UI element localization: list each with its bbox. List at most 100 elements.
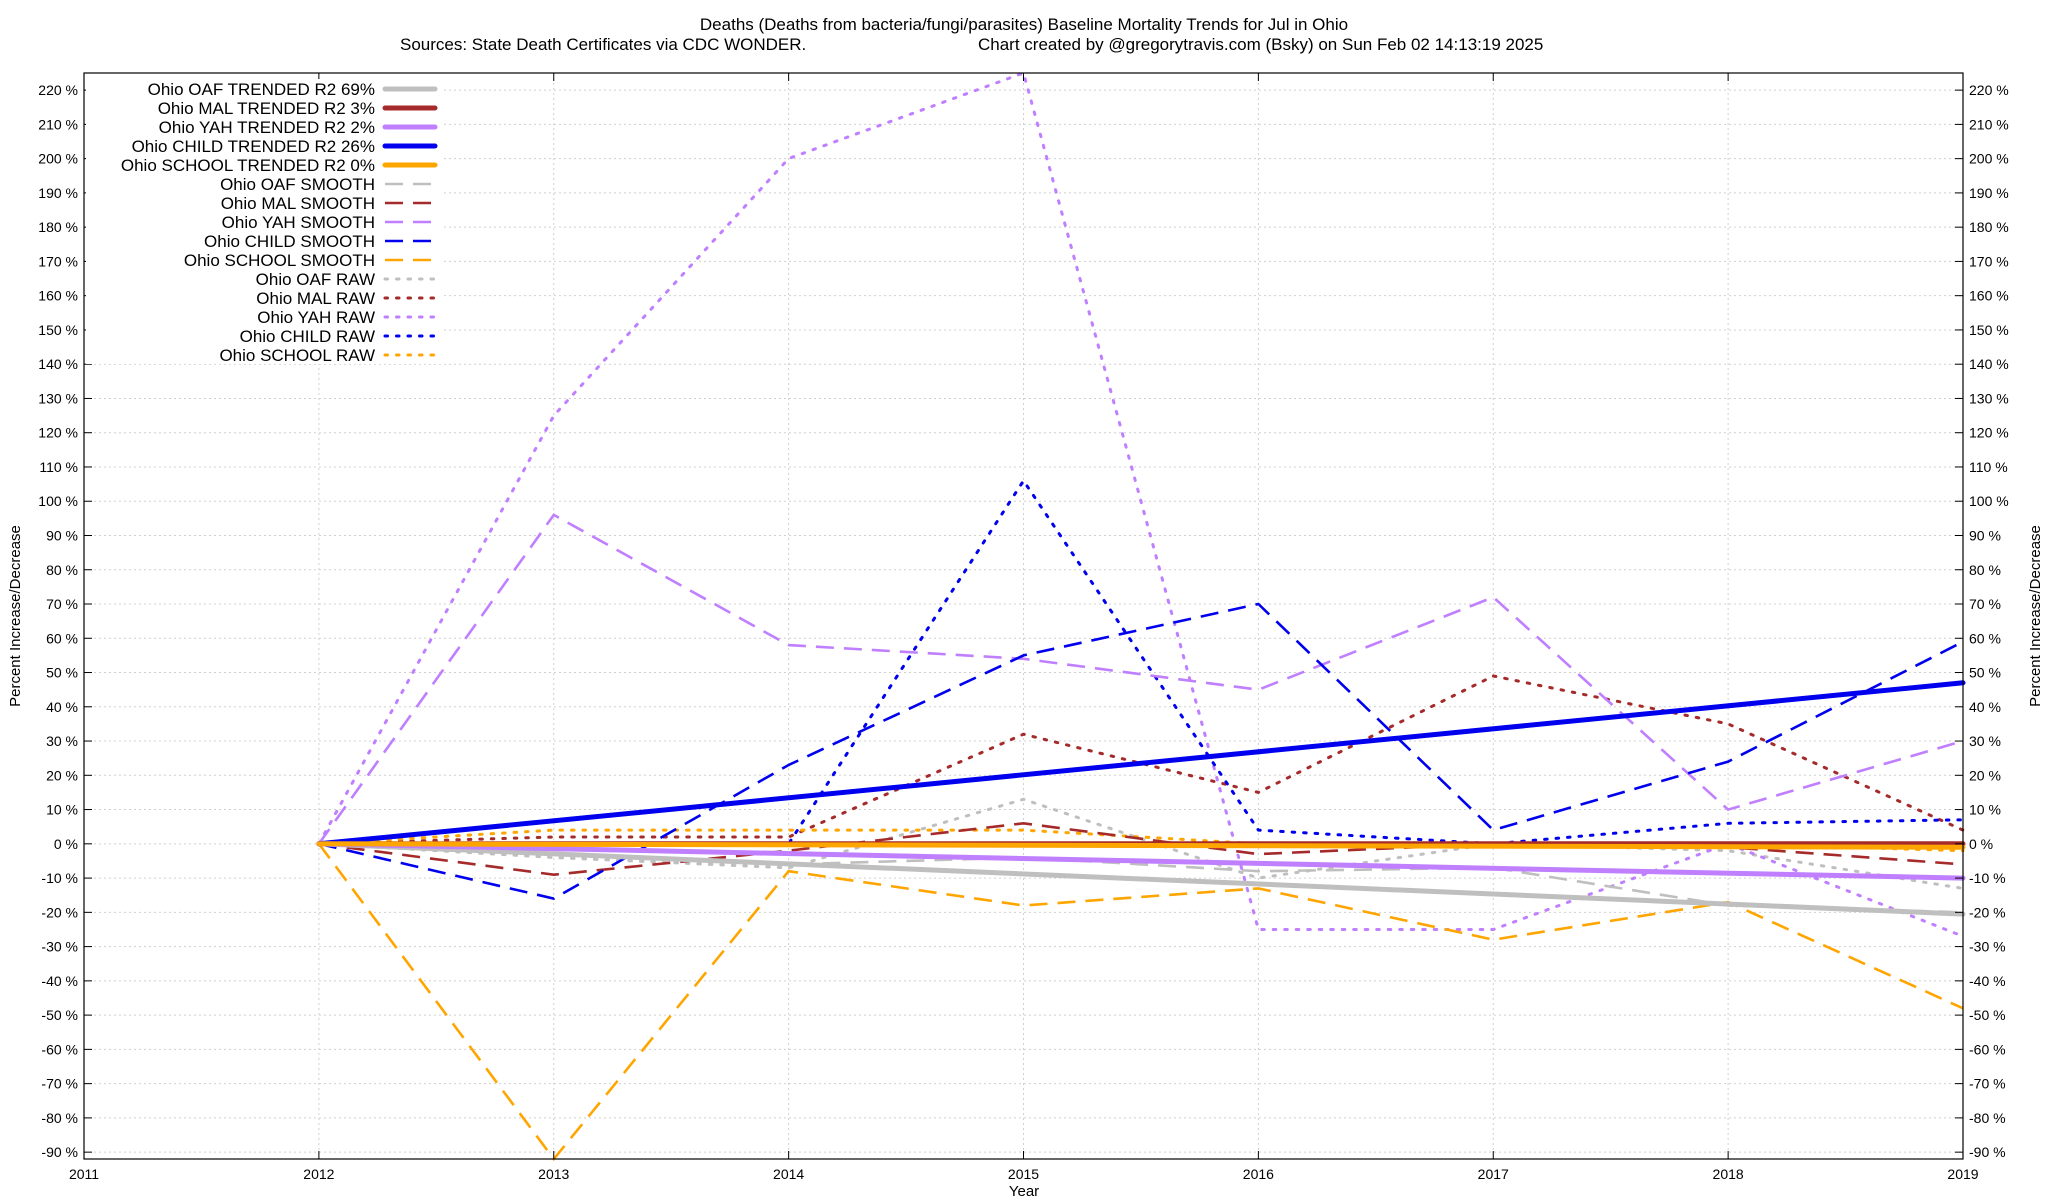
- y-tick-label-left: -40 %: [41, 973, 78, 989]
- legend-background: [86, 79, 441, 98]
- x-tick-label: 2012: [303, 1166, 334, 1182]
- y-tick-label-right: 0 %: [1969, 836, 1993, 852]
- y-tick-label-left: 140 %: [38, 356, 78, 372]
- x-tick-label: 2011: [69, 1166, 99, 1182]
- y-tick-label-left: 70 %: [46, 596, 78, 612]
- y-tick-label-left: 110 %: [39, 459, 78, 475]
- chart-source-note: Sources: State Death Certificates via CD…: [400, 35, 806, 54]
- y-tick-label-left: 200 %: [38, 151, 78, 167]
- y-tick-label-right: 110 %: [1969, 459, 2008, 475]
- series-line-ohio-yah-smooth: [317, 513, 1964, 845]
- y-tick-label-right: -70 %: [1969, 1076, 2006, 1092]
- y-tick-label-left: 190 %: [38, 185, 78, 201]
- y-tick-label-left: 160 %: [38, 288, 78, 304]
- y-tick-label-left: -80 %: [41, 1110, 78, 1126]
- legend-label: Ohio YAH SMOOTH: [222, 213, 375, 232]
- legend-label: Ohio SCHOOL SMOOTH: [184, 251, 375, 270]
- y-tick-label-right: 120 %: [1969, 425, 2009, 441]
- series-lines: [316, 71, 1966, 1162]
- legend-label: Ohio OAF TRENDED R2 69%: [148, 80, 375, 99]
- legend-background: [86, 345, 441, 364]
- y-tick-label-left: 150 %: [38, 322, 78, 338]
- y-tick-label-right: -60 %: [1969, 1041, 2006, 1057]
- legend-background: [86, 307, 441, 326]
- y-tick-label-right: 210 %: [1969, 116, 2009, 132]
- series-line-ohio-school-smooth: [317, 843, 1964, 1162]
- legend-background: [86, 117, 441, 136]
- y-tick-label-right: -50 %: [1969, 1007, 2006, 1023]
- y-tick-label-right: 20 %: [1969, 767, 2001, 783]
- x-axis-label: Year: [1009, 1183, 1039, 1200]
- y-tick-label-left: 100 %: [38, 493, 78, 509]
- legend-label: Ohio MAL TRENDED R2 3%: [158, 99, 375, 118]
- y-tick-label-left: 210 %: [38, 116, 78, 132]
- legend-background: [86, 193, 441, 212]
- y-tick-label-left: 170 %: [38, 253, 78, 269]
- y-tick-label-left: 180 %: [38, 219, 78, 235]
- legend-label: Ohio YAH RAW: [257, 308, 375, 327]
- y-tick-label-right: 90 %: [1969, 527, 2001, 543]
- y-tick-label-left: -30 %: [41, 939, 78, 955]
- y-tick-label-right: 50 %: [1969, 665, 2001, 681]
- y-tick-label-left: -50 %: [41, 1007, 78, 1023]
- y-tick-label-right: -30 %: [1969, 939, 2006, 955]
- y-tick-label-right: 220 %: [1969, 82, 2009, 98]
- y-tick-label-right: 70 %: [1969, 596, 2001, 612]
- y-tick-label-right: -10 %: [1969, 870, 2006, 886]
- y-tick-label-left: 40 %: [46, 699, 78, 715]
- y-tick-label-left: 50 %: [46, 665, 78, 681]
- y-tick-label-left: 20 %: [46, 767, 78, 783]
- series-line-ohio-child-trended-r2-26: [316, 680, 1966, 847]
- y-tick-label-right: 140 %: [1969, 356, 2009, 372]
- series-line-ohio-child-smooth: [318, 602, 1964, 900]
- legend-label: Ohio CHILD TRENDED R2 26%: [132, 137, 375, 156]
- y-axis-label-left: Percent Increase/Decrease: [7, 525, 24, 707]
- series-line-ohio-oaf-smooth: [318, 842, 1964, 914]
- y-tick-label-right: 10 %: [1969, 802, 2001, 818]
- legend-background: [86, 269, 441, 288]
- y-tick-label-right: 190 %: [1969, 185, 2009, 201]
- axis-ticks: -90 % -90 % -80 % -80 % -70 % -70 % -60 % -60 %…: [38, 73, 2009, 1182]
- y-tick-label-right: 150 %: [1969, 322, 2009, 338]
- y-tick-label-right: 60 %: [1969, 630, 2001, 646]
- legend-background: [86, 136, 441, 155]
- legend-background: [86, 288, 441, 307]
- x-tick-label: 2016: [1243, 1166, 1274, 1182]
- y-tick-label-right: -90 %: [1969, 1144, 2006, 1160]
- y-tick-label-right: 200 %: [1969, 151, 2009, 167]
- y-tick-label-left: -70 %: [41, 1076, 78, 1092]
- y-tick-label-right: -80 %: [1969, 1110, 2006, 1126]
- legend-background: [86, 231, 441, 250]
- y-tick-label-left: -90 %: [41, 1144, 78, 1160]
- x-tick-label: 2013: [538, 1166, 569, 1182]
- legend-label: Ohio OAF RAW: [256, 270, 375, 289]
- legend: Ohio OAF TRENDED R2 69%Ohio MAL TRENDED …: [86, 79, 441, 365]
- y-tick-label-left: 0 %: [54, 836, 78, 852]
- series-line-ohio-yah-trended-r2-2: [316, 841, 1966, 881]
- legend-label: Ohio SCHOOL TRENDED R2 0%: [121, 156, 375, 175]
- x-tick-label: 2017: [1478, 1166, 1509, 1182]
- x-tick-label: 2019: [1947, 1166, 1978, 1182]
- y-tick-label-left: -10 %: [41, 870, 78, 886]
- legend-background: [86, 98, 441, 117]
- legend-label: Ohio MAL RAW: [256, 289, 375, 308]
- x-tick-label: 2018: [1713, 1166, 1744, 1182]
- y-tick-label-left: 220 %: [38, 82, 78, 98]
- x-tick-label: 2015: [1008, 1166, 1039, 1182]
- y-tick-label-left: -20 %: [41, 904, 78, 920]
- y-tick-label-left: 90 %: [46, 527, 78, 543]
- legend-label: Ohio CHILD SMOOTH: [204, 232, 375, 251]
- legend-background: [86, 326, 441, 345]
- y-tick-label-right: 170 %: [1969, 253, 2009, 269]
- legend-label: Ohio MAL SMOOTH: [221, 194, 375, 213]
- y-tick-label-left: 30 %: [46, 733, 78, 749]
- legend-background: [86, 212, 441, 231]
- y-tick-label-left: 60 %: [46, 630, 78, 646]
- y-tick-label-right: 130 %: [1969, 390, 2009, 406]
- series-line-ohio-yah-raw: [317, 71, 1965, 938]
- y-tick-label-right: 100 %: [1969, 493, 2009, 509]
- y-tick-label-right: -40 %: [1969, 973, 2006, 989]
- y-tick-label-right: -20 %: [1969, 904, 2006, 920]
- legend-label: Ohio CHILD RAW: [240, 327, 375, 346]
